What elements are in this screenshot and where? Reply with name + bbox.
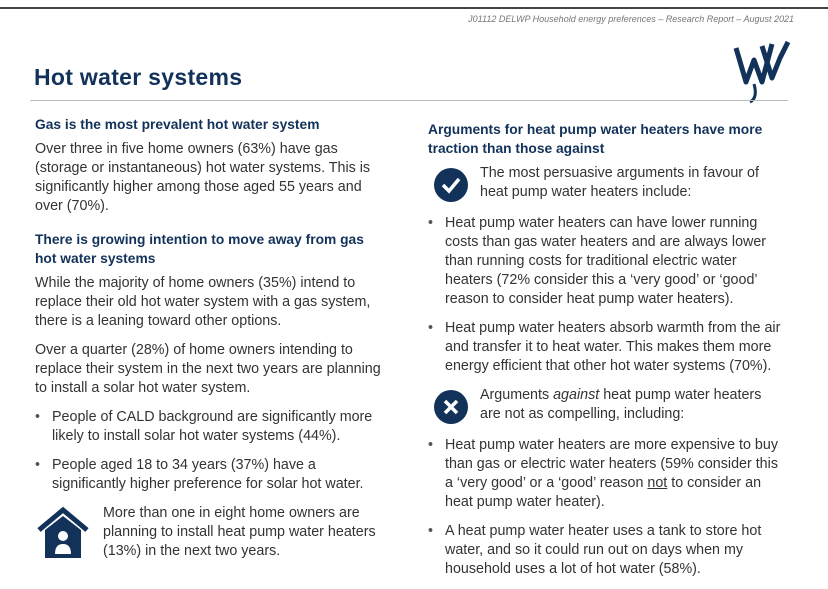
title-rule [30, 100, 788, 101]
paragraph: Over three in five home owners (63%) hav… [35, 141, 371, 214]
check-icon [434, 168, 468, 202]
text: heat pump water heaters are not as compe… [480, 387, 762, 422]
report-reference: J01112 DELWP Household energy preference… [468, 14, 794, 24]
bullet: People aged 18 to 34 years (37%) have a … [35, 456, 387, 494]
bullet-list: Heat pump water heaters can have lower r… [428, 214, 784, 376]
page-title: Hot water systems [34, 64, 243, 90]
emphasis: against [553, 387, 600, 403]
paragraph: Over a quarter (28%) of home owners inte… [35, 342, 381, 396]
bullet-list: Heat pump water heaters are more expensi… [428, 436, 784, 579]
bullet: Heat pump water heaters absorb warmth fr… [428, 319, 784, 376]
callout: More than one in eight home owners are p… [35, 504, 387, 561]
underline: not [647, 475, 668, 491]
text: Arguments [480, 387, 554, 403]
house-icon [37, 506, 89, 558]
text: Heat pump water heaters are more expensi… [445, 437, 778, 491]
text: to consider an heat pump water heater). [445, 475, 762, 510]
paragraph: While the majority of home owners (35%) … [35, 275, 371, 329]
left-column: Gas is the most prevalent hot water syst… [35, 115, 387, 573]
callout: Arguments against heat pump water heater… [434, 386, 784, 424]
bullet: A heat pump water heater uses a tank to … [428, 522, 784, 579]
top-rule [0, 7, 828, 9]
heading: Arguments for heat pump water heaters ha… [428, 122, 763, 156]
cross-icon [434, 390, 468, 424]
callout-text: The most persuasive arguments in favour … [480, 165, 759, 200]
callout: The most persuasive arguments in favour … [434, 164, 784, 202]
bullet-list: People of CALD background are significan… [35, 408, 387, 494]
heading: Gas is the most prevalent hot water syst… [35, 117, 320, 132]
callout-text: Arguments against heat pump water heater… [480, 386, 784, 424]
right-column: Arguments for heat pump water heaters ha… [428, 120, 784, 589]
heading: There is growing intention to move away … [35, 232, 364, 266]
logo [733, 40, 791, 104]
bullet: Heat pump water heaters can have lower r… [428, 214, 784, 309]
bullet: People of CALD background are significan… [35, 408, 387, 446]
callout-text: More than one in eight home owners are p… [103, 505, 376, 559]
bullet: Heat pump water heaters are more expensi… [428, 436, 784, 512]
